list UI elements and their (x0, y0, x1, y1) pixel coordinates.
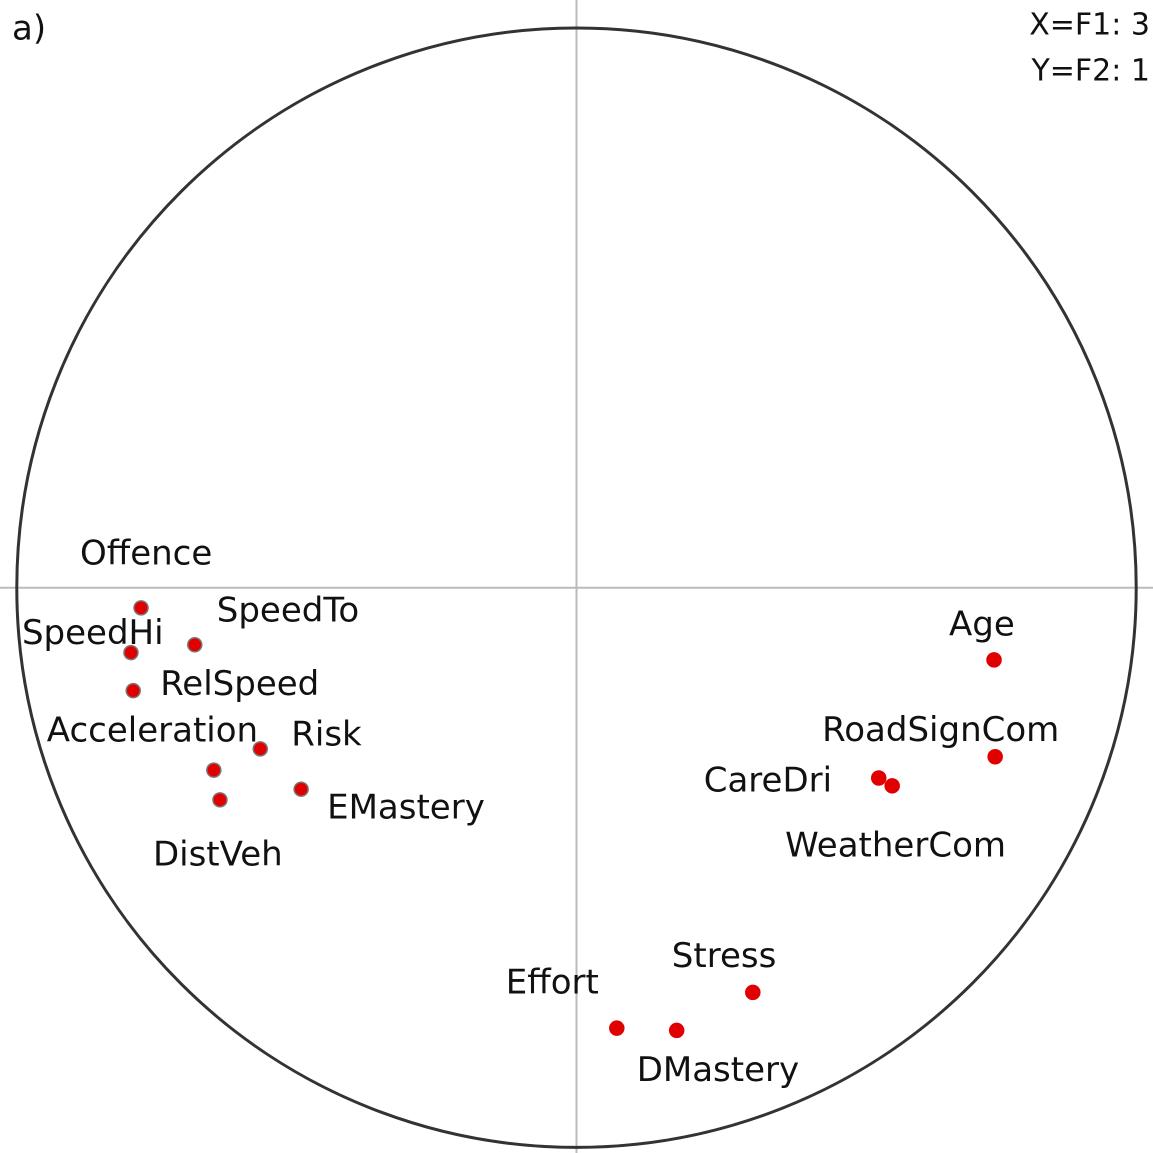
point-label: Effort (506, 963, 599, 1003)
point (870, 770, 887, 786)
point-label: Offence (80, 533, 212, 573)
point-label: Acceleration (47, 711, 258, 751)
point (293, 781, 309, 797)
point-label: EMastery (327, 788, 485, 828)
point (745, 984, 761, 1001)
point (123, 644, 139, 661)
point (187, 637, 203, 653)
point (987, 748, 1003, 765)
axis-note: X=F1: 3 (1029, 8, 1150, 43)
point-label: Stress (672, 936, 777, 976)
point-label: DistVeh (153, 834, 283, 874)
point (206, 762, 222, 778)
point-label: SpeedTo (217, 590, 359, 630)
point (609, 1020, 625, 1036)
point (884, 778, 900, 794)
point-label: DMastery (637, 1050, 799, 1090)
point-label: CareDri (704, 760, 832, 800)
point-label: Risk (291, 714, 362, 754)
point-label: RelSpeed (160, 664, 319, 704)
point (668, 1022, 685, 1039)
correlation-circle (15, 26, 1138, 1149)
axis-note: Y=F2: 1 (1030, 54, 1150, 89)
point-label: SpeedHi (22, 613, 164, 653)
point-label: Age (949, 604, 1015, 644)
point-label: RoadSignCom (822, 710, 1059, 750)
point (133, 600, 149, 616)
point (125, 682, 141, 699)
point-label: WeatherCom (785, 825, 1006, 865)
point (986, 652, 1002, 668)
point (212, 792, 228, 808)
point (252, 741, 269, 757)
panel-label: a) (12, 9, 46, 49)
